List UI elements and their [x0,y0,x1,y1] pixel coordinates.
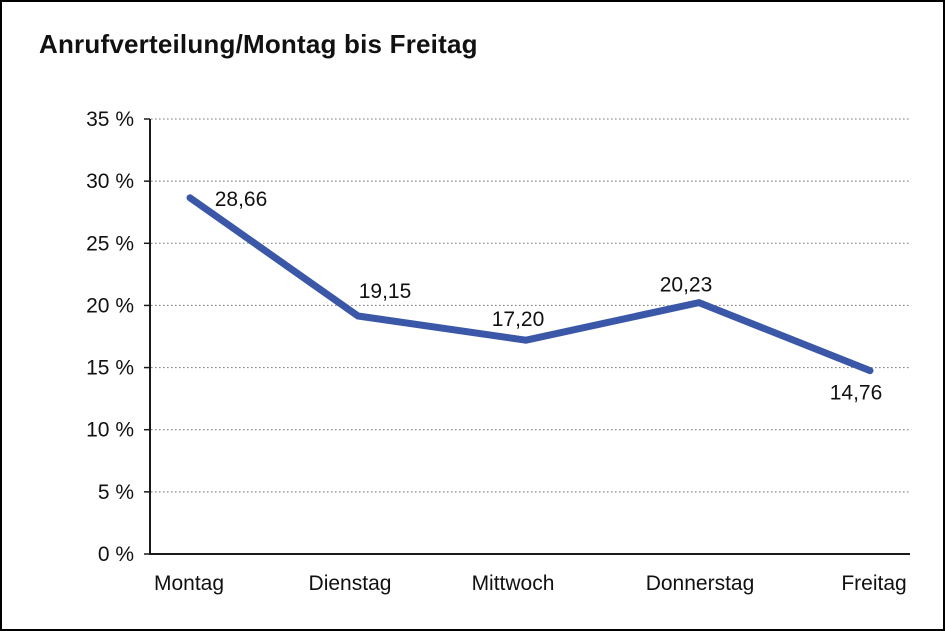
y-axis-tick-label: 25 % [86,232,134,255]
chart-title: Anrufverteilung/Montag bis Freitag [39,29,478,59]
x-axis-category-label: Freitag [841,572,906,595]
data-point-label: 28,66 [215,188,268,211]
x-axis-category-label: Donnerstag [646,572,755,595]
y-axis-tick-label: 15 % [86,357,134,380]
data-point-label: 19,15 [359,280,412,303]
y-axis-tick-label: 10 % [86,419,134,442]
data-line [186,194,874,375]
y-axis-tick-label: 5 % [98,481,134,504]
y-axis-tick-label: 0 % [98,543,134,566]
x-axis-category-label: Montag [154,572,224,595]
data-point-label: 20,23 [660,274,713,297]
data-point-label: 14,76 [830,382,883,405]
y-axis-tick-label: 20 % [86,294,134,317]
data-point-label: 17,20 [492,308,545,331]
x-axis-category-label: Dienstag [309,572,392,595]
y-axis-tick-label: 35 % [86,108,134,131]
y-axis-tick-label: 30 % [86,170,134,193]
x-axis-category-label: Mittwoch [472,572,555,595]
